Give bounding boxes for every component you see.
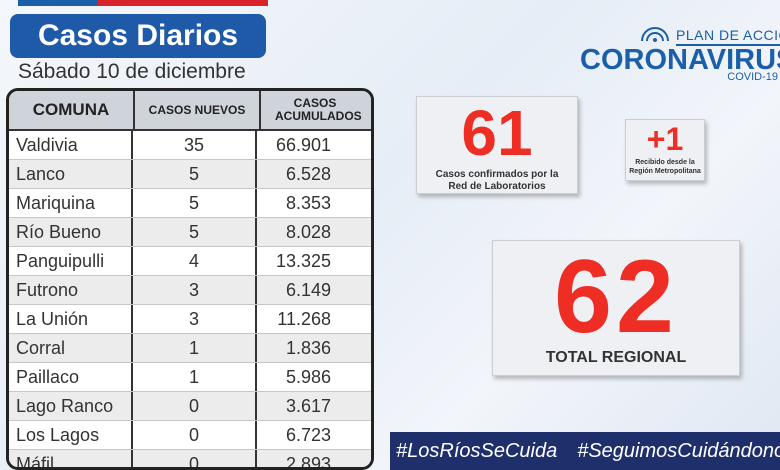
- cell-comuna: Futrono: [9, 276, 133, 304]
- total-regional-card: 62 TOTAL REGIONAL: [492, 240, 740, 376]
- confirmed-cases-label: Casos confirmados por la Red de Laborato…: [417, 169, 577, 193]
- cell-comuna: Valdivia: [9, 131, 133, 159]
- table-row: Corral 1 1.836: [9, 334, 371, 363]
- confirmed-cases-value: 61: [461, 97, 533, 169]
- header-casos-acumulados: CASOS ACUMULADOS: [261, 91, 369, 129]
- table-row: La Unión 3 11.268: [9, 305, 371, 334]
- logo-covid-text: COVID-19: [727, 71, 778, 83]
- cell-casos-acumulados: 6.149: [285, 279, 331, 300]
- logo-underline: [676, 44, 780, 46]
- header-comuna: COMUNA: [9, 91, 135, 129]
- table-row: Los Lagos 0 6.723: [9, 421, 371, 450]
- cell-casos-nuevos: 3: [133, 305, 257, 333]
- confirmed-label-line2: Red de Laboratorios: [448, 181, 546, 192]
- cell-casos-acumulados: 6.723: [285, 424, 331, 445]
- table-row: Futrono 3 6.149: [9, 276, 371, 305]
- cell-comuna: La Unión: [9, 305, 133, 333]
- cell-casos-nuevos: 5: [133, 218, 257, 246]
- cell-casos-acumulados: 6.528: [285, 163, 331, 184]
- logo-plan-text: PLAN DE ACCIÓN: [676, 27, 780, 43]
- stripe-red: [98, 0, 268, 6]
- cell-casos-nuevos: 1: [133, 363, 257, 391]
- table-row: Paillaco 1 5.986: [9, 363, 371, 392]
- cell-comuna: Panguipulli: [9, 247, 133, 275]
- table-body: Valdivia 35 66.901 Lanco 5 6.528 Mariquina 5 8.3…: [9, 131, 371, 470]
- page-title: Casos Diarios: [10, 14, 266, 58]
- cell-comuna: Los Lagos: [9, 421, 133, 449]
- cell-casos-acumulados: 3.617: [285, 395, 331, 416]
- cell-comuna: Lago Ranco: [9, 392, 133, 420]
- table-row: Río Bueno 5 8.028: [9, 218, 371, 247]
- header-casos-acumulados-label: CASOS ACUMULADOS: [275, 96, 362, 123]
- cell-casos-nuevos: 35: [133, 131, 257, 159]
- cell-casos-acumulados: 13.325: [275, 250, 331, 271]
- header-casos-nuevos: CASOS NUEVOS: [135, 91, 261, 129]
- hashtag-bar: #LosRíosSeCuida #SeguimosCuidándonos: [390, 432, 780, 470]
- rm-label-line1: Recibido desde la: [635, 159, 695, 166]
- plan-coronavirus-logo: PLAN DE ACCIÓN CORONAVIRUS COVID-19: [580, 24, 780, 86]
- cell-casos-acumulados: 5.986: [285, 366, 331, 387]
- table-row: Mariquina 5 8.353: [9, 189, 371, 218]
- top-flag-stripe: [18, 0, 268, 6]
- hashtag-los-rios: #LosRíosSeCuida: [396, 439, 558, 462]
- total-regional-value: 62: [554, 239, 678, 355]
- cell-casos-acumulados: 2.893: [285, 453, 331, 470]
- total-regional-label: TOTAL REGIONAL: [545, 349, 687, 366]
- rm-cases-label: Recibido desde la Región Metropolitana: [626, 158, 704, 176]
- cell-casos-nuevos: 5: [133, 189, 257, 217]
- confirmed-label-line1: Casos confirmados por la: [435, 169, 559, 180]
- cell-casos-nuevos: 1: [133, 334, 257, 362]
- cell-casos-nuevos: 4: [133, 247, 257, 275]
- cell-comuna: Lanco: [9, 160, 133, 188]
- table-row: Valdivia 35 66.901: [9, 131, 371, 160]
- cases-table: COMUNA CASOS NUEVOS CASOS ACUMULADOS Val…: [6, 88, 374, 470]
- stripe-blue: [18, 0, 98, 6]
- rm-label-line2: Región Metropolitana: [629, 168, 701, 175]
- hashtag-seguimos: #SeguimosCuidándonos: [577, 439, 780, 462]
- rm-cases-card: +1 Recibido desde la Región Metropolitan…: [625, 119, 705, 181]
- cell-casos-nuevos: 5: [133, 160, 257, 188]
- table-row: Panguipulli 4 13.325: [9, 247, 371, 276]
- rm-cases-value: +1: [646, 121, 684, 157]
- table-row: Lanco 5 6.528: [9, 160, 371, 189]
- table-header: COMUNA CASOS NUEVOS CASOS ACUMULADOS: [9, 91, 371, 131]
- cell-comuna: Máfil: [9, 450, 133, 467]
- cell-comuna: Paillaco: [9, 363, 133, 391]
- report-date: Sábado 10 de diciembre: [18, 60, 246, 83]
- table-row: Máfil 0 2.893: [9, 450, 371, 470]
- cell-casos-nuevos: 0: [133, 421, 257, 449]
- cell-casos-acumulados: 66.901: [275, 134, 331, 155]
- cell-casos-nuevos: 0: [133, 450, 257, 467]
- cell-casos-acumulados: 8.028: [285, 221, 331, 242]
- government-emblem-icon: [641, 27, 669, 42]
- cell-comuna: Mariquina: [9, 189, 133, 217]
- cell-casos-acumulados: 8.353: [285, 192, 331, 213]
- confirmed-cases-card: 61 Casos confirmados por la Red de Labor…: [416, 96, 578, 194]
- cell-comuna: Río Bueno: [9, 218, 133, 246]
- cell-casos-nuevos: 3: [133, 276, 257, 304]
- cell-comuna: Corral: [9, 334, 133, 362]
- cell-casos-acumulados: 11.268: [277, 308, 331, 329]
- table-row: Lago Ranco 0 3.617: [9, 392, 371, 421]
- logo-coronavirus-text: CORONAVIRUS: [580, 44, 780, 76]
- cell-casos-acumulados: 1.836: [285, 337, 331, 358]
- cell-casos-nuevos: 0: [133, 392, 257, 420]
